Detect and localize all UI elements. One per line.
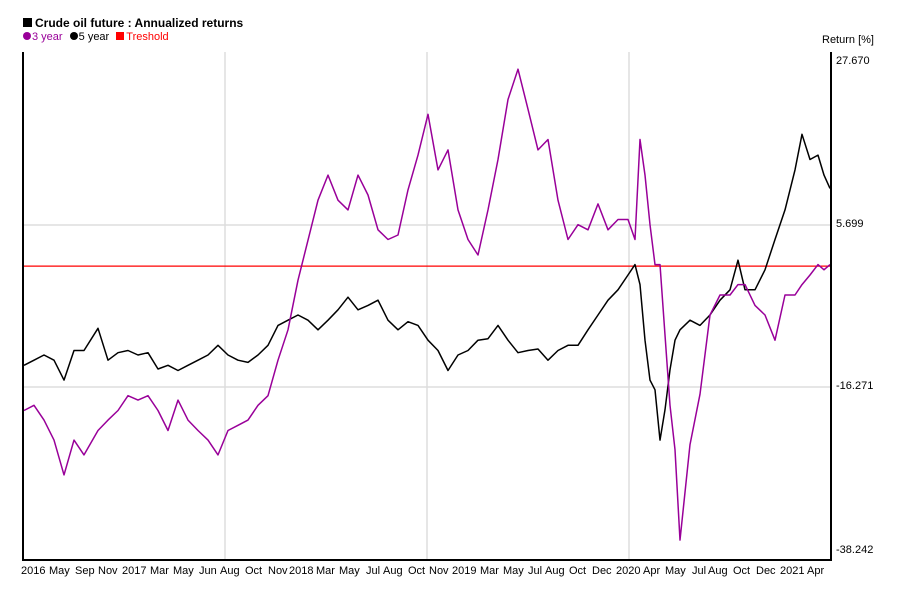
- x-tick-label: Apr: [807, 565, 825, 577]
- x-tick-label: Oct: [733, 565, 751, 577]
- x-tick-label: Oct: [408, 565, 426, 577]
- x-tick-label: Dec: [592, 565, 612, 577]
- title-square-icon: [23, 18, 32, 27]
- x-tick-label: Mar: [480, 565, 499, 577]
- legend-item-3-year[interactable]: 3 year: [23, 31, 63, 43]
- x-tick-label: Nov: [429, 565, 449, 577]
- legend-dot-icon: [23, 32, 31, 40]
- x-tick-label: Apr: [643, 565, 661, 577]
- axis-frame: [22, 52, 832, 561]
- legend-square-icon: [116, 32, 125, 40]
- x-tick-label: 2017: [122, 565, 147, 577]
- y-axis-label: Return [%]: [822, 34, 874, 46]
- x-tick-label: May: [503, 565, 524, 577]
- x-tick-label: Jun: [199, 565, 217, 577]
- legend-dot-icon: [69, 32, 78, 40]
- series-3-year-line: [23, 68, 831, 541]
- x-tick-label: Aug: [383, 565, 403, 577]
- x-tick-label: Mar: [150, 565, 169, 577]
- x-tick-label: May: [49, 565, 70, 577]
- x-tick-label: Jul: [692, 565, 707, 577]
- x-tick-label: 2020: [616, 565, 641, 577]
- x-tick-label: 2018: [289, 565, 314, 577]
- y-tick-bottom: -38.242: [836, 544, 874, 556]
- x-tick-label: May: [339, 565, 360, 577]
- x-tick-label: Aug: [220, 565, 240, 577]
- y-tick-top: 27.670: [836, 55, 870, 67]
- x-tick-label: 2019: [452, 565, 477, 577]
- grid-lines: [24, 52, 830, 559]
- x-tick-label: Mar: [316, 565, 335, 577]
- chart-title: Crude oil future : Annualized returns: [23, 16, 243, 30]
- y-tick-lower: -16.271: [836, 380, 874, 392]
- x-tick-label: May: [173, 565, 194, 577]
- x-tick-label: Jul: [366, 565, 381, 577]
- series-5-year-line: [23, 133, 831, 441]
- x-tick-label: Jul: [528, 565, 543, 577]
- x-tick-label: Aug: [708, 565, 728, 577]
- x-tick-label: 2021: [780, 565, 805, 577]
- x-tick-label: Nov: [268, 565, 288, 577]
- legend-item-5-year[interactable]: 5 year: [69, 31, 109, 43]
- x-tick-label: 2016: [21, 565, 46, 577]
- x-tick-label: Aug: [545, 565, 565, 577]
- y-tick-upper: 5.699: [836, 218, 864, 230]
- x-tick-label: Sep: [75, 565, 95, 577]
- x-tick-label: May: [665, 565, 686, 577]
- x-tick-label: Oct: [569, 565, 587, 577]
- chart-legend: 3 year 5 year Treshold: [23, 31, 173, 43]
- x-tick-label: Oct: [245, 565, 263, 577]
- legend-item-threshold[interactable]: Treshold: [116, 31, 169, 43]
- x-tick-label: Dec: [756, 565, 776, 577]
- x-tick-label: Nov: [98, 565, 118, 577]
